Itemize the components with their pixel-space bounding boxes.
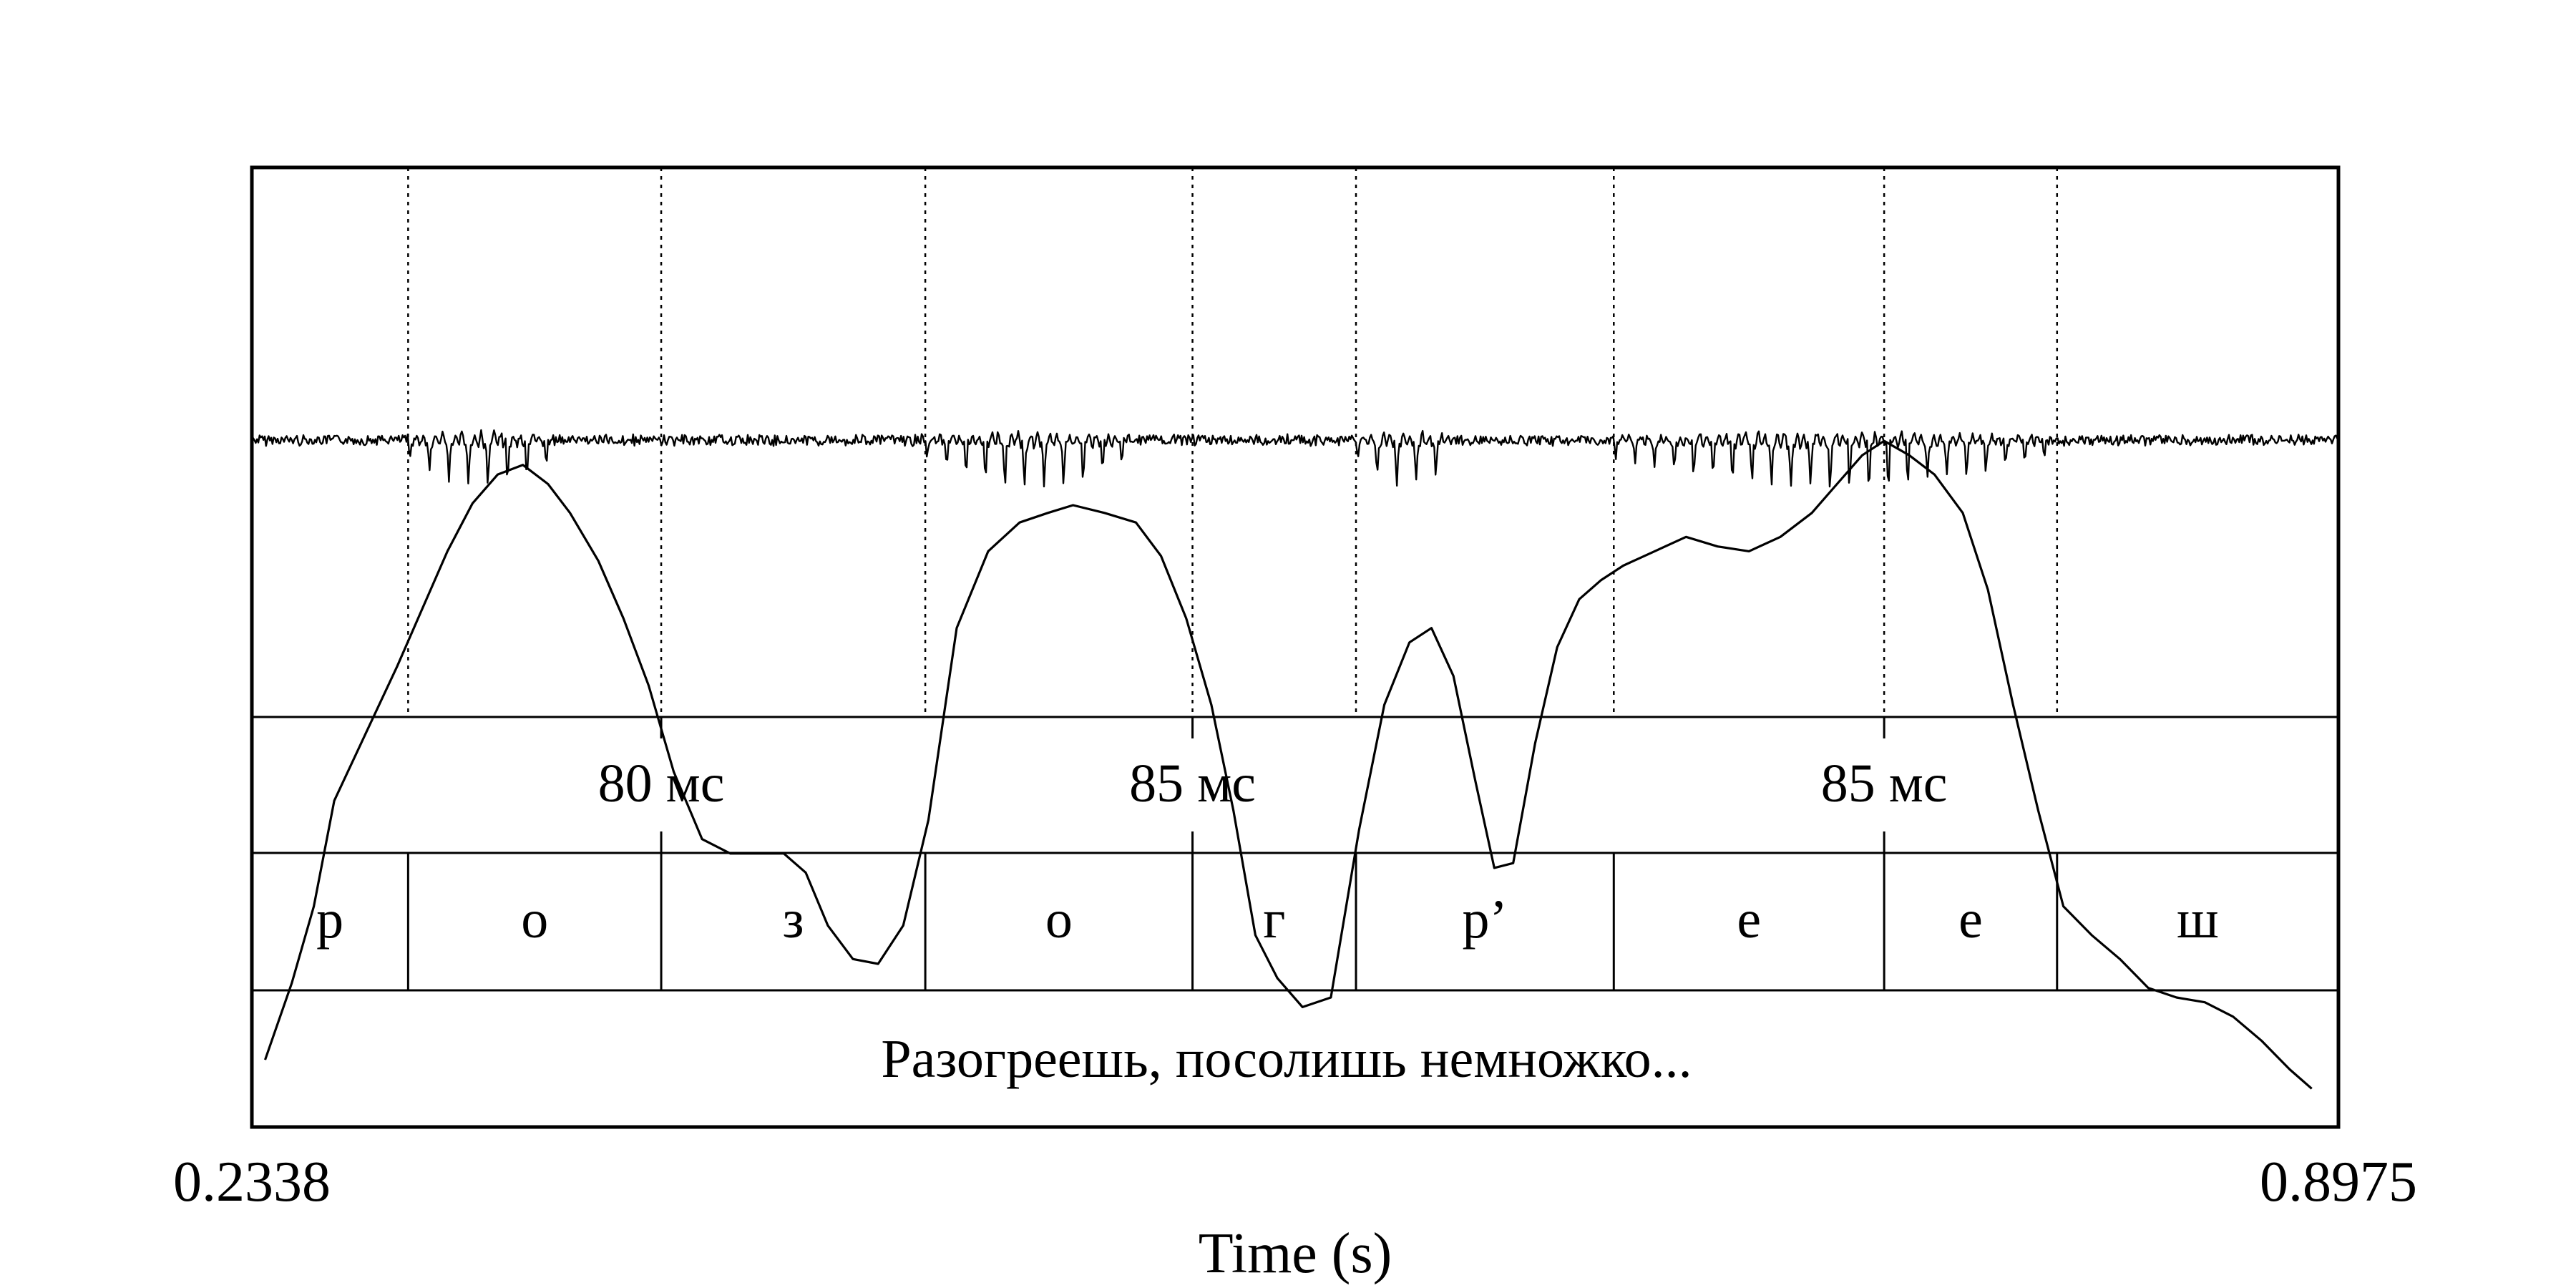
- time-start-label: 0.2338: [173, 1151, 331, 1214]
- segment-label-5: г: [1263, 889, 1285, 950]
- waveform-trace: [250, 429, 2338, 488]
- time-end-label: 0.8975: [2260, 1151, 2417, 1214]
- segment-label-1: р: [316, 889, 343, 950]
- segment-label-6: р’: [1462, 889, 1507, 950]
- duration-label-3: 85 мс: [1821, 753, 1948, 814]
- sentence-label: Разогреешь, посолишь немножко...: [881, 1029, 1692, 1089]
- segment-label-9: ш: [2177, 889, 2219, 950]
- segment-label-2: о: [521, 889, 548, 950]
- segment-label-4: о: [1045, 889, 1073, 950]
- segment-label-8: е: [1958, 889, 1983, 950]
- segment-label-3: з: [783, 889, 804, 950]
- time-axis-title: Time (s): [1199, 1222, 1392, 1285]
- segment-tier: р о з о г р’ е е ш: [316, 889, 2218, 950]
- duration-label-1: 80 мс: [598, 753, 725, 814]
- pitch-contour-line: [263, 439, 2313, 1090]
- duration-tier: 80 мс 85 мс 85 мс: [598, 717, 1948, 853]
- segment-label-7: е: [1737, 889, 1761, 950]
- duration-label-2: 85 мс: [1129, 753, 1256, 814]
- boundary-solid-lines: [406, 853, 2059, 990]
- plot-border: [250, 165, 2341, 1129]
- plot-frame: [250, 165, 2341, 1129]
